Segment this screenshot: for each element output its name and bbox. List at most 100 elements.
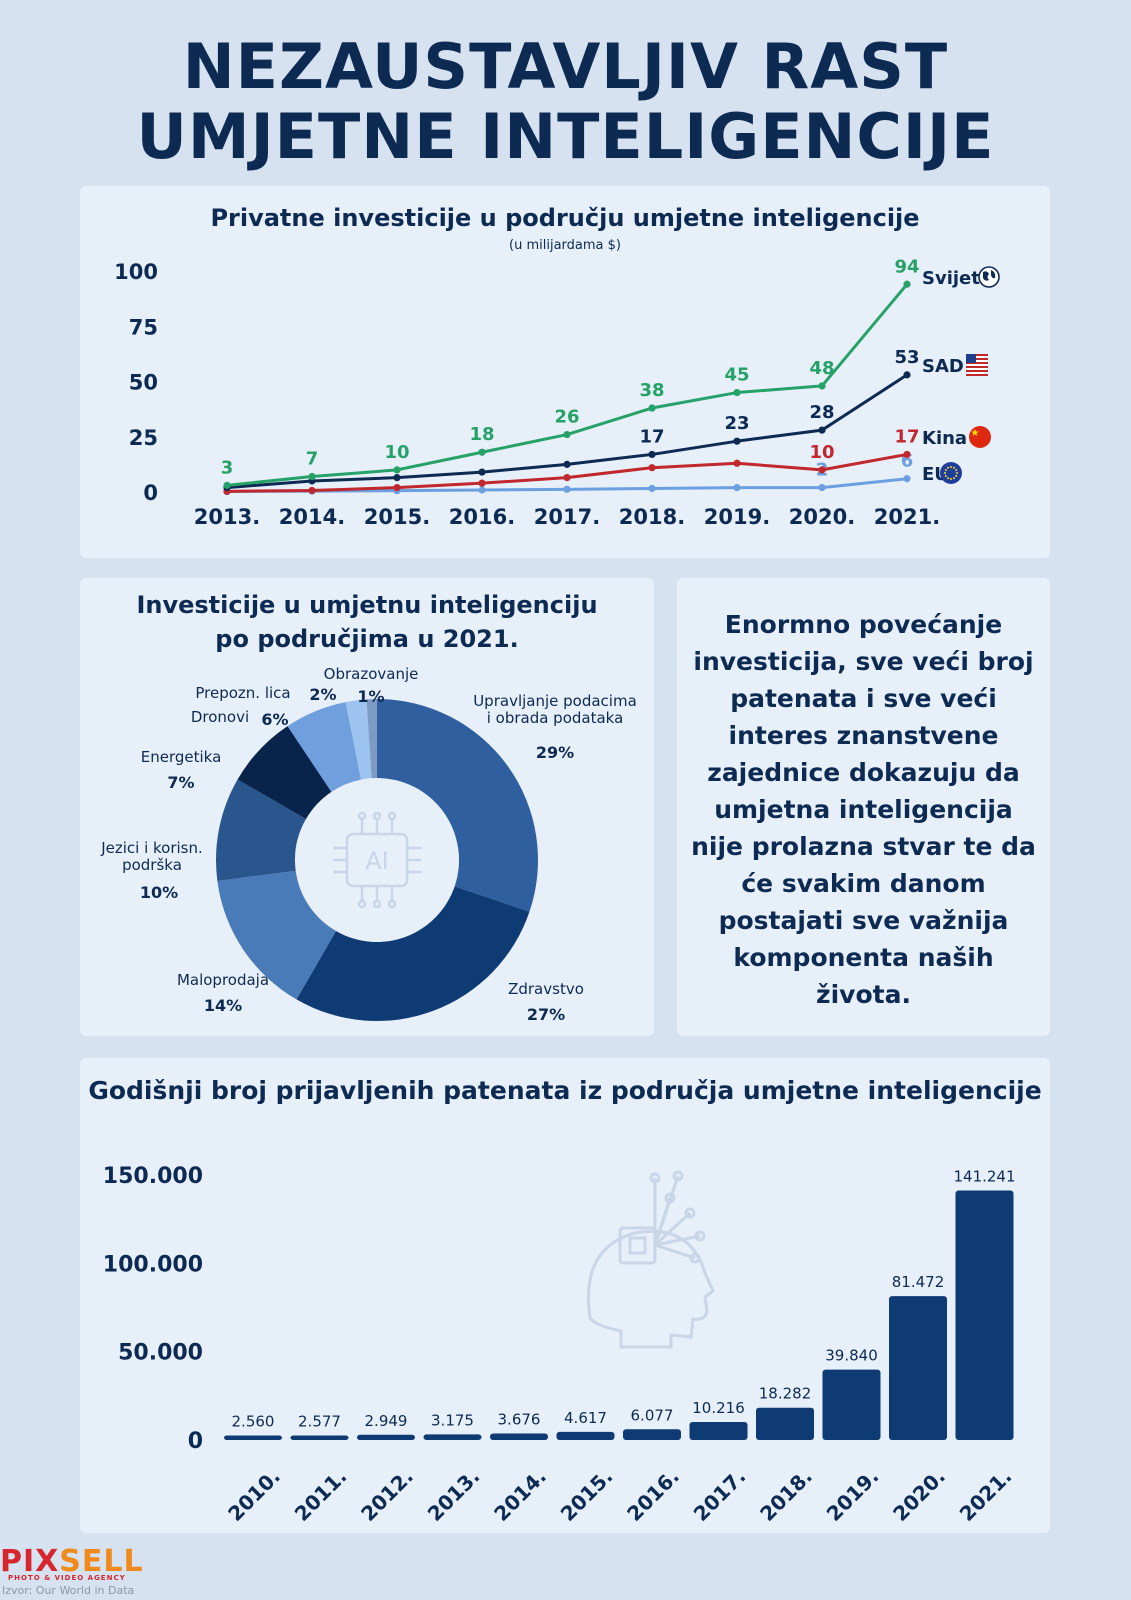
head-trace [653, 1211, 692, 1247]
head-node [689, 1252, 701, 1264]
data-label: 17 [894, 426, 919, 447]
head-node [649, 1172, 661, 1184]
pixsell-logo: PIXSELL [0, 1544, 144, 1579]
series-point [733, 459, 741, 467]
x-tick-label: 2014. [279, 505, 345, 529]
summary-line: investicija, sve veći broj [693, 647, 1034, 676]
series-line-svijet [226, 283, 909, 487]
series-point [393, 483, 401, 492]
flag-stripe [966, 366, 988, 368]
series-point [733, 483, 741, 492]
data-label: 10 [809, 442, 834, 463]
patents-bar-chart-card: Godišnji broj prijavljenih patenata iz p… [80, 1058, 1050, 1533]
bar-value-label: 141.241 [953, 1167, 1015, 1185]
bar-value-label: 2.560 [232, 1412, 275, 1430]
legend-label-sad: SAD [922, 356, 964, 377]
chip-pin-end [372, 811, 382, 821]
slice-pct: 27% [527, 1005, 565, 1024]
slice-pct: 14% [204, 996, 242, 1015]
series-point [903, 371, 911, 379]
chip-pin-end [387, 811, 397, 821]
slice-pct: 6% [261, 710, 288, 729]
patent-bar [224, 1435, 282, 1440]
slice-label: Obrazovanje [324, 665, 419, 683]
chip-pin-end [357, 811, 367, 821]
head-outline [587, 1229, 715, 1349]
donut-title-line-2: po područjima u 2021. [215, 625, 519, 653]
ai-chip-icon [333, 811, 421, 909]
slice-label: Maloprodaja [177, 971, 269, 989]
globe-outline [978, 266, 1000, 288]
summary-line: umjetna inteligencija [714, 795, 1013, 824]
slice-pct: 2% [309, 685, 336, 704]
x-tick-label: 2016. [449, 505, 515, 529]
y-tick-label: 0 [143, 481, 158, 505]
series-point [903, 280, 911, 288]
flag-bg [969, 426, 991, 448]
series-point [903, 450, 911, 459]
series-point [818, 466, 826, 474]
page-title-line-2: UMJETNE INTELIGENCIJE [136, 100, 995, 173]
x-tick-label: 2014. [489, 1464, 551, 1526]
slice-pct: 7% [167, 773, 194, 792]
bar-chart-title: Godišnji broj prijavljenih patenata iz p… [88, 1076, 1042, 1105]
slice-label: i obrada podataka [487, 709, 624, 727]
data-label: 10 [384, 442, 409, 463]
flag-stripe [966, 354, 988, 356]
x-tick-label: 2017. [689, 1464, 751, 1526]
series-point [818, 483, 826, 492]
patent-bar [357, 1434, 415, 1440]
flag-star [950, 478, 952, 480]
donut-slice-5 [287, 702, 362, 792]
flag-star [947, 466, 949, 469]
patent-bar [290, 1435, 349, 1440]
ai-head-icon [587, 1170, 715, 1349]
slice-label: Jezici i korisn. [100, 839, 203, 857]
patent-bar [423, 1434, 482, 1440]
eu-flag-icon [940, 462, 962, 484]
series-point [478, 448, 486, 456]
x-tick-label: 2018. [619, 505, 685, 529]
series-point [733, 437, 741, 445]
flag-stripe [966, 358, 988, 360]
flag-star [956, 472, 958, 474]
patent-bar [490, 1433, 548, 1440]
series-point [223, 481, 231, 489]
slice-pct: 29% [536, 743, 574, 762]
data-label: 26 [554, 407, 579, 428]
flag-star [947, 477, 949, 480]
line-chart-title: Privatne investicije u području umjetne … [210, 204, 920, 232]
donut-slice-3 [216, 779, 306, 882]
flag-star [953, 466, 955, 469]
chip-pin-end [387, 899, 397, 909]
donut-title-line-1: Investicije u umjetnu inteligenciju [136, 591, 598, 619]
patent-bar [756, 1407, 814, 1440]
slice-label: Prepozn. lica [195, 684, 290, 702]
flag-stripe [966, 374, 988, 376]
donut-chart-title: Investicije u umjetnu inteligenciju po p… [80, 588, 654, 656]
donut-slice-0 [377, 699, 538, 912]
x-tick-label: 2018. [755, 1464, 817, 1526]
summary-line: Enormno povećanje [724, 610, 1003, 639]
y-tick-label: 75 [129, 315, 158, 339]
data-label: 38 [639, 380, 664, 401]
flag-star [953, 477, 955, 480]
flag-star [944, 472, 946, 474]
x-tick-label: 2020. [888, 1464, 950, 1526]
slice-label: podrška [122, 856, 182, 874]
data-label: 53 [894, 347, 919, 368]
data-label: 48 [809, 358, 834, 379]
summary-line: patenata i sve veći [730, 684, 997, 713]
summary-line: zajednice dokazuju da [707, 758, 1020, 787]
chip-pin-end [372, 899, 382, 909]
series-point [818, 382, 826, 390]
bar-value-label: 81.472 [892, 1273, 945, 1291]
bar-value-label: 2.949 [365, 1412, 408, 1430]
flag-star [944, 469, 947, 471]
head-node [694, 1230, 706, 1242]
flag-star [950, 466, 952, 468]
series-point [563, 485, 571, 493]
slice-label: Upravljanje podacima [473, 692, 637, 710]
chip-pin-end [357, 899, 367, 909]
